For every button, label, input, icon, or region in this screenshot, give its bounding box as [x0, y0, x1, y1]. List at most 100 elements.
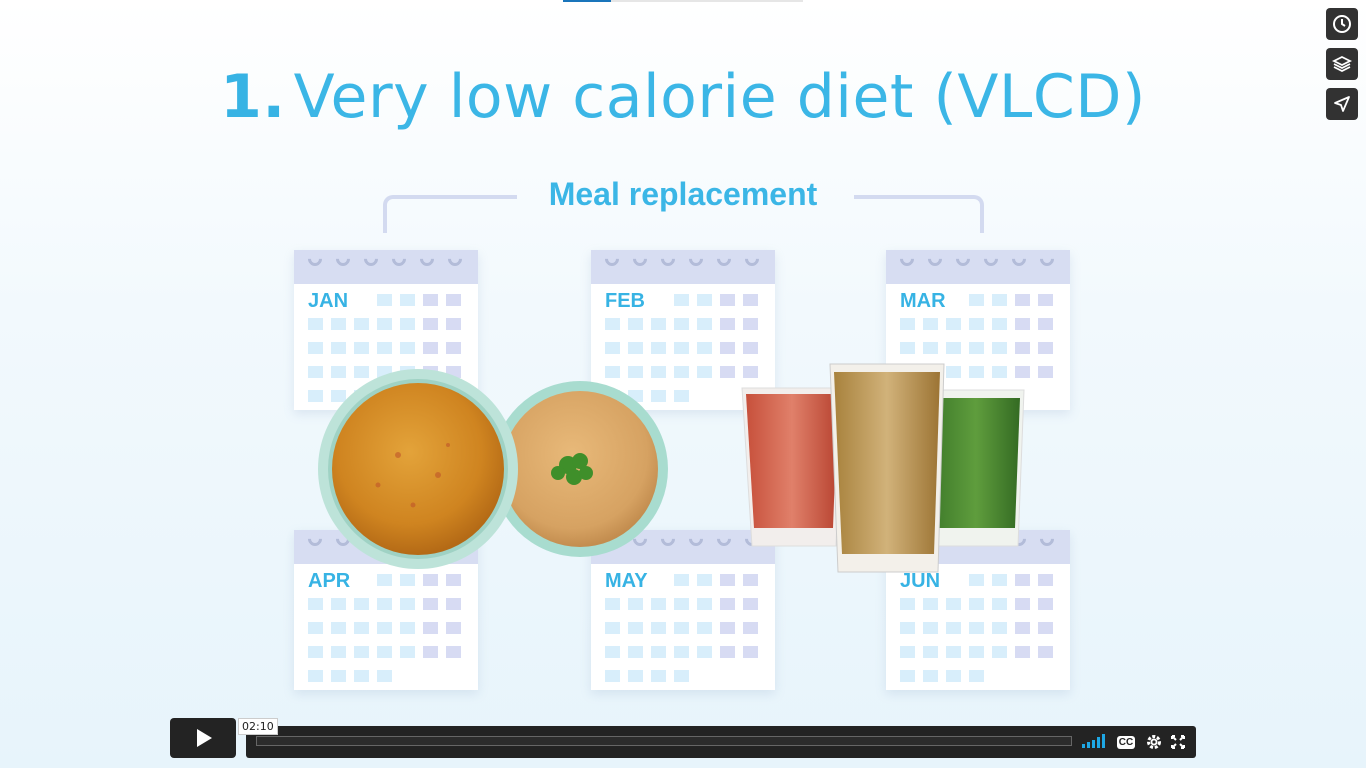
calendar-day-cell	[605, 366, 620, 378]
calendar-day-cell	[308, 622, 323, 634]
calendar-day-cell	[377, 294, 392, 306]
calendar-day-cell	[423, 622, 438, 634]
calendar-day-cell	[720, 342, 735, 354]
captions-button[interactable]: CC	[1116, 732, 1136, 752]
calendar-day-cell	[446, 622, 461, 634]
calendar-day-cell	[720, 622, 735, 634]
calendar-day-cell	[331, 342, 346, 354]
calendar-day-cell	[308, 598, 323, 610]
calendar-day-cell	[446, 294, 461, 306]
calendar-day-cell	[331, 598, 346, 610]
slide-subtitle: Meal replacement	[548, 176, 818, 212]
calendar-may: MAY	[591, 529, 775, 690]
calendar-day-cell	[969, 342, 984, 354]
progress-timeline[interactable]	[256, 736, 1072, 746]
watch-later-button[interactable]	[1326, 8, 1358, 40]
calendar-month: JUN	[900, 570, 941, 592]
calendar-ring	[742, 249, 762, 269]
calendar-day-cell	[743, 342, 758, 354]
calendar-day-cell	[674, 390, 689, 402]
calendar-day-cell	[423, 598, 438, 610]
title-text: Very low calorie diet (VLCD)	[293, 62, 1146, 132]
calendar-day-cell	[354, 646, 369, 658]
calendar-day-cell	[331, 390, 346, 402]
calendar-day-cell	[900, 342, 915, 354]
calendar-day-cell	[651, 342, 666, 354]
calendar-day-cell	[423, 646, 438, 658]
calendar-day-cell	[923, 670, 938, 682]
smoothie-red	[741, 387, 843, 547]
calendar-day-cell	[446, 342, 461, 354]
share-button[interactable]	[1326, 88, 1358, 120]
cc-label: CC	[1116, 735, 1136, 749]
calendar-ring	[361, 249, 381, 269]
calendar-day-cell	[697, 366, 712, 378]
collections-button[interactable]	[1326, 48, 1358, 80]
bowl-soup-left	[332, 383, 504, 555]
calendar-ring	[417, 249, 437, 269]
bracket-left	[383, 195, 517, 233]
calendar-day-cell	[423, 318, 438, 330]
calendar-day-cell	[446, 598, 461, 610]
calendar-ring	[714, 529, 734, 549]
calendar-day-cell	[992, 646, 1007, 658]
calendar-day-cell	[446, 646, 461, 658]
calendar-day-cell	[1015, 294, 1030, 306]
calendar-day-cell	[674, 366, 689, 378]
top-progress-fill	[563, 0, 611, 2]
smoothie-glasses-image	[741, 363, 1025, 573]
calendar-day-cell	[446, 318, 461, 330]
calendar-day-cell	[1038, 646, 1053, 658]
calendar-day-cell	[743, 646, 758, 658]
calendar-day-cell	[1038, 318, 1053, 330]
fullscreen-button[interactable]	[1168, 732, 1188, 752]
calendar-day-cell	[674, 598, 689, 610]
calendar-day-cell	[628, 598, 643, 610]
calendar-month: MAR	[900, 290, 946, 312]
calendar-day-cell	[697, 342, 712, 354]
calendar-day-cell	[354, 366, 369, 378]
calendar-day-cell	[1038, 366, 1053, 378]
calendar-day-cell	[923, 318, 938, 330]
calendar-day-cell	[1015, 342, 1030, 354]
video-player-controls: CC 02:10	[170, 718, 1196, 758]
calendar-day-cell	[331, 366, 346, 378]
calendar-ring	[714, 249, 734, 269]
calendar-day-cell	[354, 318, 369, 330]
calendar-day-cell	[651, 366, 666, 378]
calendar-day-cell	[720, 574, 735, 586]
calendar-day-cell	[377, 622, 392, 634]
calendar-mar: MAR	[886, 249, 1070, 410]
calendar-header	[294, 249, 478, 284]
calendar-day-cell	[720, 598, 735, 610]
calendar-day-cell	[946, 598, 961, 610]
calendar-day-cell	[628, 342, 643, 354]
calendar-day-cell	[969, 670, 984, 682]
calendar-day-cell	[400, 318, 415, 330]
calendar-day-cell	[743, 318, 758, 330]
title-number: 1.	[220, 62, 286, 132]
settings-button[interactable]	[1144, 732, 1164, 752]
timestamp-tooltip: 02:10	[238, 718, 278, 735]
slide-title: 1. Very low calorie diet (VLCD)	[0, 62, 1366, 132]
calendar-day-cell	[1038, 294, 1053, 306]
calendar-day-cell	[377, 342, 392, 354]
calendar-day-cell	[400, 622, 415, 634]
calendar-day-cell	[946, 646, 961, 658]
calendar-day-cell	[400, 294, 415, 306]
calendar-day-cell	[743, 294, 758, 306]
calendar-day-cell	[1038, 598, 1053, 610]
calendar-month: JAN	[308, 290, 349, 312]
calendar-day-cell	[969, 574, 984, 586]
calendar-day-cell	[674, 294, 689, 306]
calendar-day-cell	[720, 318, 735, 330]
calendar-day-cell	[605, 598, 620, 610]
play-button[interactable]	[170, 718, 236, 758]
calendar-day-cell	[720, 646, 735, 658]
calendar-day-cell	[697, 622, 712, 634]
calendar-month: MAY	[605, 570, 648, 592]
calendar-day-cell	[308, 646, 323, 658]
calendar-day-cell	[674, 646, 689, 658]
volume-bars-icon[interactable]	[1082, 734, 1108, 748]
calendar-day-cell	[674, 342, 689, 354]
